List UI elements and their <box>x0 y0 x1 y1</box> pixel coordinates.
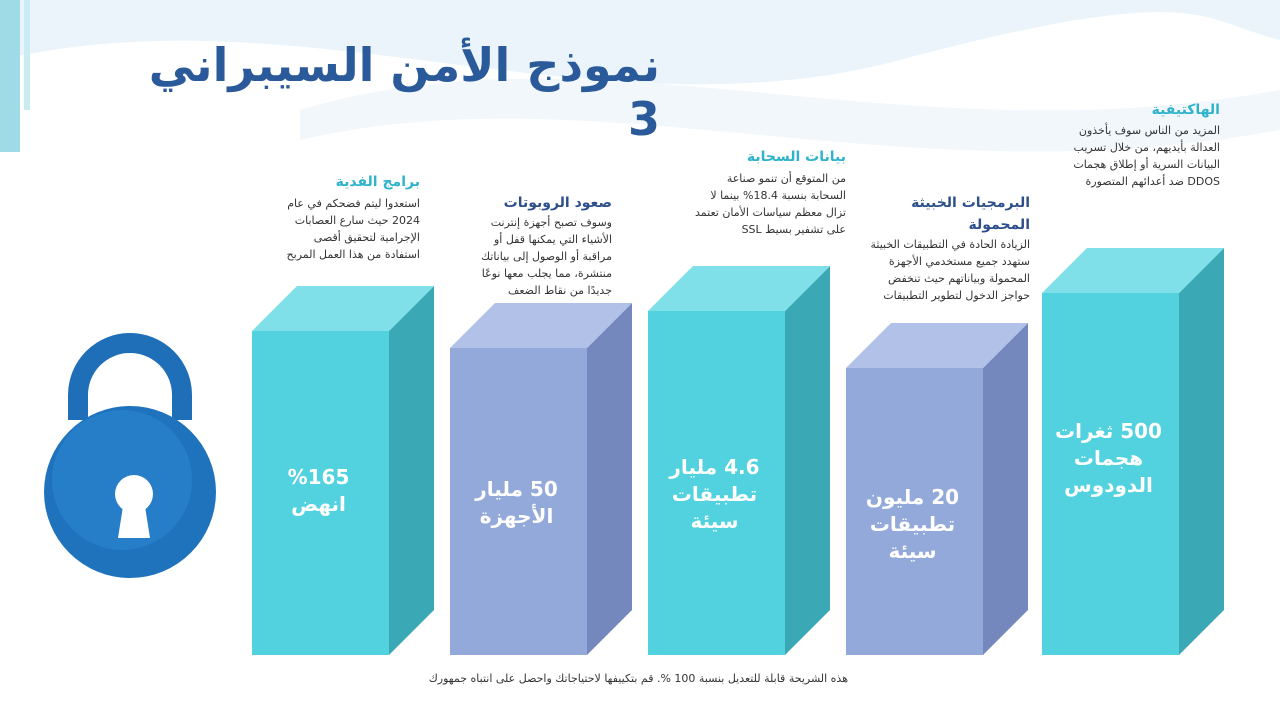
lock-icon <box>44 333 216 578</box>
background-wave <box>0 0 1280 85</box>
column-heading: البرمجيات الخبيثة المحمولة <box>911 195 1030 233</box>
bar-top <box>648 266 830 311</box>
bar-top <box>450 303 632 348</box>
column-text: الزيادة الحادة في التطبيقات الخبيثة ستهد… <box>870 238 1030 302</box>
bar-top <box>252 286 434 331</box>
bar-label: 20 مليون <box>865 485 960 509</box>
side-accent <box>0 0 20 152</box>
footer-note: هذه الشريحة قابلة للتعديل بنسبة 100 %. ق… <box>428 672 848 685</box>
bar-label: %165 <box>287 465 350 489</box>
lock-shackle <box>68 333 192 420</box>
bar-label: 4.6 مليار <box>669 455 760 479</box>
bar-front <box>648 311 785 655</box>
bar-side <box>785 266 830 655</box>
column-heading: بيانات السحابة <box>746 149 846 165</box>
bar-front <box>1042 293 1179 655</box>
column-text: من المتوقع أن تنمو صناعة السحابة بنسبة 1… <box>695 172 846 236</box>
bar-label: هجمات <box>1073 446 1144 470</box>
bar-top <box>1042 248 1224 293</box>
bar-label: الدودوس <box>1064 473 1153 497</box>
bar-label: 50 مليار <box>475 477 558 501</box>
bar-front <box>450 348 587 655</box>
column-text: استعدوا ليتم فضحكم في عام 2024 حيث سارع … <box>286 197 420 261</box>
column-heading: صعود الروبوتات <box>503 195 612 211</box>
bar-side <box>587 303 632 655</box>
bar-top <box>846 323 1028 368</box>
side-accent <box>24 0 30 110</box>
bar-label: 500 ثغرات <box>1055 419 1162 443</box>
bar-side <box>1179 248 1224 655</box>
bar-label: الأجهزة <box>479 504 554 528</box>
bar-label: انهض <box>291 492 346 516</box>
bar-label: تطبيقات سيئة <box>671 482 758 533</box>
keyhole <box>118 500 150 538</box>
bar-front <box>846 368 983 655</box>
column-text: وسوف تصبح أجهزة إنترنت الأشياء التي يمكن… <box>480 216 612 297</box>
bar-label: تطبيقات سيئة <box>869 512 956 563</box>
bar-front <box>252 331 389 655</box>
column-text: المزيد من الناس سوف يأخذون العدالة بأيدي… <box>1073 124 1220 188</box>
bar-side <box>983 323 1028 655</box>
slide-title: نموذج الأمن السيبراني 3 <box>148 38 660 146</box>
column-heading: برامج الفدية <box>335 174 420 190</box>
column-heading: الهاكتيفية <box>1151 102 1220 118</box>
bar-side <box>389 286 434 655</box>
background-wave <box>300 78 1280 152</box>
